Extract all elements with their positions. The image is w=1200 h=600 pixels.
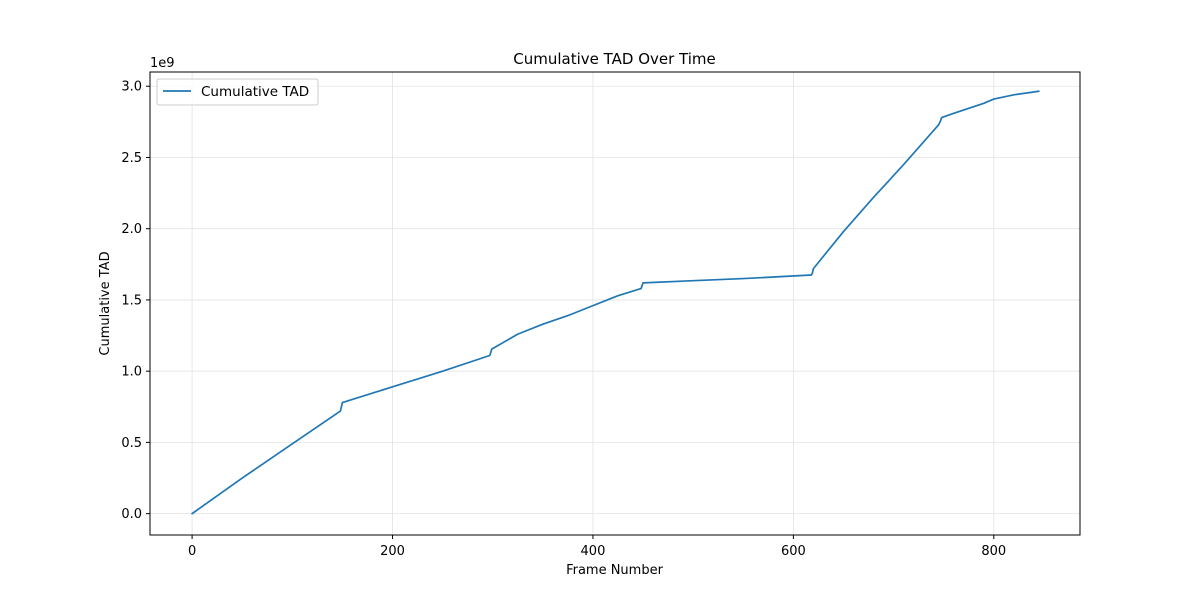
- x-tick-label: 200: [380, 544, 405, 559]
- y-tick-label: 3.0: [121, 80, 142, 95]
- legend-label-cumulative-tad: Cumulative TAD: [201, 84, 309, 100]
- chart-title: Cumulative TAD Over Time: [513, 50, 716, 68]
- y-tick-label: 2.5: [121, 151, 142, 166]
- grid: [150, 72, 1080, 535]
- y-tick-label: 2.0: [121, 222, 142, 237]
- legend: Cumulative TAD: [156, 78, 319, 106]
- y-ticks: 0.0 0.5 1.0 1.5 2.0 2.5 3.0: [121, 80, 150, 522]
- x-tick-label: 800: [981, 544, 1006, 559]
- y-tick-label: 1.0: [121, 365, 142, 380]
- y-tick-label: 0.5: [121, 436, 142, 451]
- x-axis-label: Frame Number: [566, 563, 664, 578]
- legend-box: [156, 78, 319, 106]
- x-tick-label: 0: [188, 544, 196, 559]
- y-axis-label: Cumulative TAD: [98, 251, 113, 355]
- y-scale-label: 1e9: [150, 56, 175, 71]
- plot-frame: [149, 71, 1081, 536]
- y-tick-label: 0.0: [121, 507, 142, 522]
- y-tick-label: 1.5: [121, 293, 142, 308]
- series-line-cumulative-tad: [191, 90, 1040, 515]
- x-tick-label: 400: [581, 544, 606, 559]
- x-ticks: 0 200 400 600 800: [188, 535, 1006, 559]
- plot-series: [191, 90, 1040, 515]
- x-tick-label: 600: [781, 544, 806, 559]
